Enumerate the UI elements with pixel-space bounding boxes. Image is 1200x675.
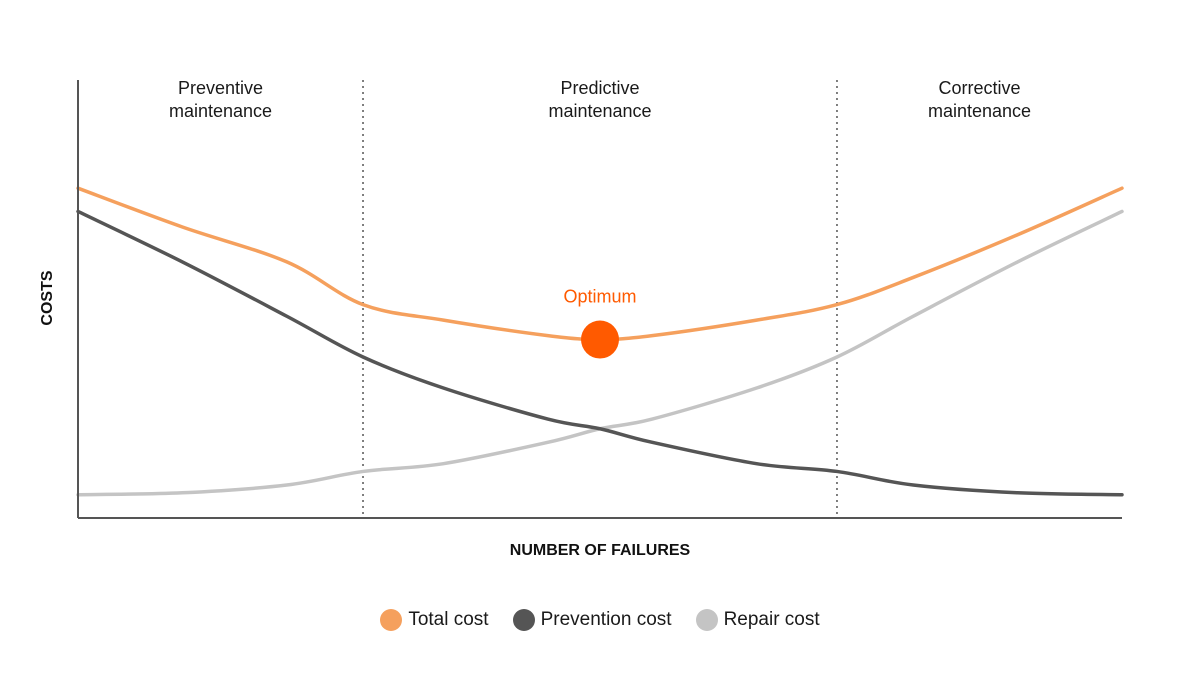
legend-item: Total cost: [380, 609, 489, 631]
region-label-line: Preventive: [178, 78, 263, 98]
region-label-1: Preventive maintenance: [169, 78, 272, 121]
legend-label: Prevention cost: [540, 609, 672, 630]
region-label-line: Corrective: [938, 78, 1020, 98]
region-label-3: Corrective maintenance: [928, 78, 1031, 121]
total-cost-line: [76, 186, 1124, 342]
annotation-layer: Optimum: [563, 287, 637, 359]
legend-swatch: [380, 609, 403, 631]
legend-swatch: [695, 609, 718, 631]
region-label-line: maintenance: [548, 101, 651, 121]
legend-swatch: [512, 609, 535, 631]
optimum-marker: [581, 320, 619, 359]
region-label-line: maintenance: [928, 101, 1031, 121]
cost-chart: Preventive maintenance Predictive maintenan…: [39, 78, 1124, 559]
region-label-line: maintenance: [169, 101, 272, 121]
legend: Total cost Prevention cost Repair cost: [0, 609, 1200, 631]
legend-label: Repair cost: [723, 609, 820, 630]
region-label-line: Predictive: [560, 78, 639, 98]
legend-item: Prevention cost: [512, 609, 672, 631]
optimum-label: Optimum: [563, 287, 636, 307]
legend-item: Repair cost: [695, 609, 820, 631]
legend-label: Total cost: [408, 609, 489, 630]
y-axis-title: COSTS: [39, 270, 56, 325]
x-axis-title: NUMBER OF FAILURES: [510, 542, 691, 559]
region-label-2: Predictive maintenance: [548, 78, 651, 121]
regions-layer: Preventive maintenance Predictive maintenan…: [169, 78, 1031, 518]
prevention-cost-line: [76, 209, 1124, 497]
